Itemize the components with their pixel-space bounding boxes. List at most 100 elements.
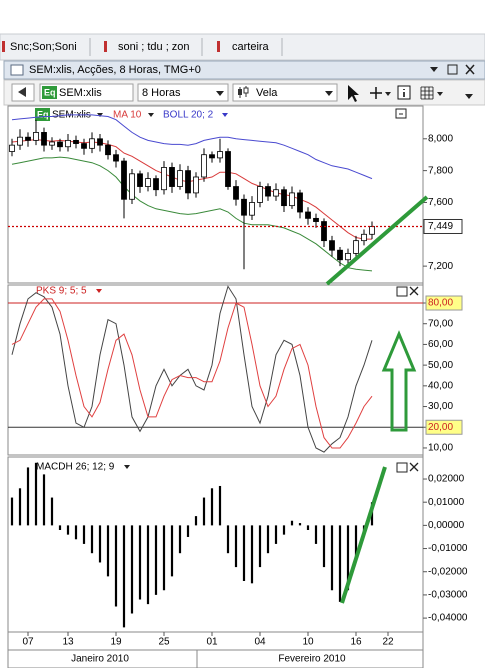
toolbar-overflow[interactable] (465, 94, 473, 99)
candle-body (49, 141, 55, 146)
tick-highlight (425, 295, 463, 311)
candle-body (217, 151, 223, 159)
candle-body (345, 252, 351, 261)
candle-body (201, 154, 207, 178)
legend-bollinger[interactable]: BOLL 20; 2 (163, 110, 214, 121)
candle-body (369, 226, 375, 235)
window-close-button[interactable] (465, 64, 475, 75)
trend-line-drawing (325, 195, 429, 286)
tick-highlight (425, 419, 463, 435)
candle-body (305, 211, 311, 219)
candle-icon (243, 87, 249, 94)
y-tick-label: -0,04000 (428, 613, 468, 624)
candle-body (185, 170, 191, 194)
y-tick-label: 0,00000 (428, 520, 465, 531)
dropdown-arrow (96, 289, 102, 293)
y-tick-label: -0,03000 (428, 590, 468, 601)
candle-body (65, 139, 71, 148)
window-icon (10, 64, 24, 76)
x-tick-label: 04 (254, 637, 266, 648)
y-tick-label: 40,00 (428, 380, 453, 391)
y-tick-label: 7,200 (428, 261, 453, 272)
last-price-label: 7,449 (428, 221, 453, 232)
candle-body (17, 136, 23, 146)
dropdown-arrow (148, 113, 154, 117)
x-tick-label: 01 (206, 637, 218, 648)
style-text: Vela (256, 87, 278, 99)
panel-close-button[interactable] (409, 286, 419, 296)
plots: 8,000 7,800 7,600 7,200 7,449 80,00 70,00 60,00… (8, 114, 468, 665)
legend-ma[interactable]: MA 10 (113, 110, 142, 121)
eq-icon (35, 108, 50, 121)
tab[interactable]: Snc;Son;Soni (10, 41, 77, 53)
candle-body (289, 192, 295, 207)
dropdown-arrow (222, 113, 228, 117)
dropdown-arrow (437, 92, 443, 96)
x-tick-label: 13 (62, 637, 74, 648)
candle-body (281, 189, 287, 207)
candle-body (121, 160, 127, 200)
month-label: Janeiro 2010 (71, 654, 129, 665)
candle-body (25, 136, 31, 141)
candle-body (97, 138, 103, 146)
legend-stochastic[interactable]: PKS 9; 5; 5 (36, 286, 87, 297)
candle-body (257, 186, 263, 203)
y-tick-label: -0,01000 (428, 543, 468, 554)
tab[interactable]: carteira (232, 41, 270, 53)
y-tick-label: 0,01000 (428, 497, 465, 508)
panel-maximize-button[interactable] (396, 286, 408, 297)
interval-select[interactable] (137, 83, 229, 102)
legend-macd[interactable]: MACDH 26; 12; 9 (36, 462, 115, 473)
stochastic-line (11, 298, 373, 449)
candle-body (273, 189, 279, 197)
candle-body (241, 198, 247, 216)
candle-body (89, 138, 95, 149)
crosshair-tool[interactable] (370, 87, 382, 99)
y-tick-label: 8,000 (428, 133, 453, 144)
candle-body (153, 178, 159, 191)
last-price-box (423, 218, 463, 234)
x-tick-label: 10 (302, 637, 314, 648)
cursor-tool[interactable] (348, 85, 359, 102)
symbol-box[interactable] (39, 83, 134, 102)
y-tick-label: 60,00 (428, 339, 453, 350)
candle-body (361, 233, 367, 242)
grid-tool[interactable] (420, 86, 434, 100)
candle-body (57, 141, 63, 148)
window-menu-button[interactable] (430, 67, 438, 72)
y-tick-label: 10,00 (428, 443, 453, 454)
panel-maximize-button[interactable] (396, 462, 408, 473)
tab-icon (217, 41, 220, 52)
macd-panel (7, 456, 424, 633)
candle-body (73, 139, 79, 144)
y-tick-label: -0,02000 (428, 566, 468, 577)
candle-body (297, 192, 303, 213)
x-tick-label: 25 (158, 637, 170, 648)
eq-icon (42, 86, 57, 99)
top-blank (0, 0, 485, 34)
candle-body (353, 240, 359, 254)
candle-body (177, 170, 183, 187)
panel-close-button[interactable] (409, 462, 419, 472)
eq-icon-text: Eq (44, 87, 56, 97)
x-tick-label: 19 (110, 637, 122, 648)
dropdown-arrow (124, 465, 130, 469)
y-tick-label: 80,00 (428, 298, 453, 309)
candle-body (329, 240, 335, 251)
candle-body (9, 144, 15, 152)
window-title-bar (3, 60, 485, 80)
candle-body (81, 143, 87, 149)
x-tick-label: 16 (350, 637, 362, 648)
candle-body (265, 186, 271, 197)
y-tick-label: 7,600 (428, 197, 453, 208)
tab-bar (0, 33, 485, 61)
candle-body (145, 178, 151, 187)
style-select[interactable] (232, 83, 338, 102)
candle-body (225, 151, 231, 187)
candle-body (209, 154, 215, 159)
dropdown-arrow (216, 91, 224, 96)
candle-body (137, 173, 143, 187)
window-pin-button[interactable] (447, 64, 458, 75)
tab[interactable]: soni ; tdu ; zon (118, 41, 190, 53)
trend-line-drawing (340, 466, 387, 604)
